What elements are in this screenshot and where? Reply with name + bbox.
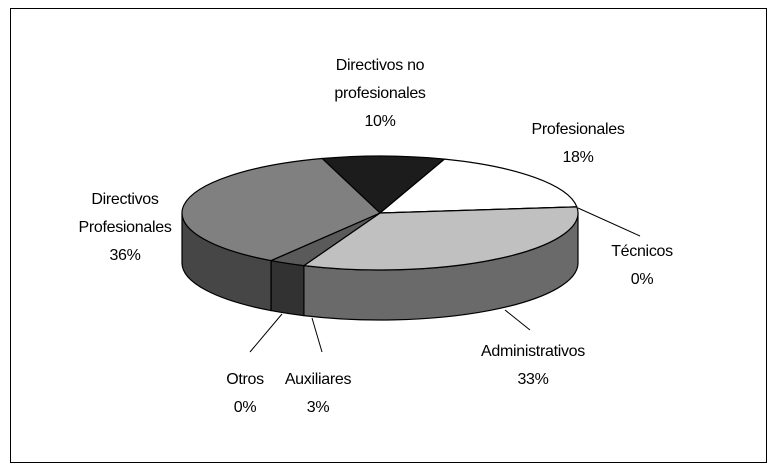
value-label: 36%	[109, 247, 141, 264]
category-label: Directivos Profesionales	[78, 191, 172, 236]
slice-label: Otros 0%	[215, 366, 275, 422]
slice-label: Directivos no profesionales 10%	[315, 52, 445, 136]
pie-slice	[378, 158, 578, 214]
leader-line	[311, 317, 323, 353]
leader-lines	[249, 207, 641, 353]
slice-label: Técnicos 0%	[582, 238, 702, 294]
pie-side	[270, 259, 305, 317]
slice-label: Profesionales 18%	[508, 116, 648, 172]
category-label: Directivos no profesionales	[334, 57, 426, 102]
leader-line	[577, 207, 641, 237]
pie-slice	[181, 157, 382, 262]
category-label: Técnicos	[611, 243, 673, 260]
slice-label: Auxiliares 3%	[268, 366, 368, 422]
value-label: 3%	[306, 399, 330, 416]
value-label: 0%	[233, 399, 257, 416]
category-label: Administrativos	[481, 343, 585, 360]
slice-label: Directivos Profesionales 36%	[65, 186, 185, 270]
category-label: Otros	[226, 371, 264, 388]
category-label: Profesionales	[531, 121, 625, 138]
category-label: Auxiliares	[284, 371, 352, 388]
leader-line	[249, 313, 283, 353]
pie-slice	[302, 206, 579, 271]
value-label: 18%	[562, 149, 594, 166]
value-label: 33%	[517, 371, 549, 388]
slice-label: Administrativos 33%	[453, 338, 613, 394]
pie-slice	[320, 155, 446, 214]
value-label: 10%	[364, 113, 396, 130]
leader-line	[504, 309, 531, 331]
value-label: 0%	[630, 271, 654, 288]
pie-tops	[181, 155, 579, 271]
